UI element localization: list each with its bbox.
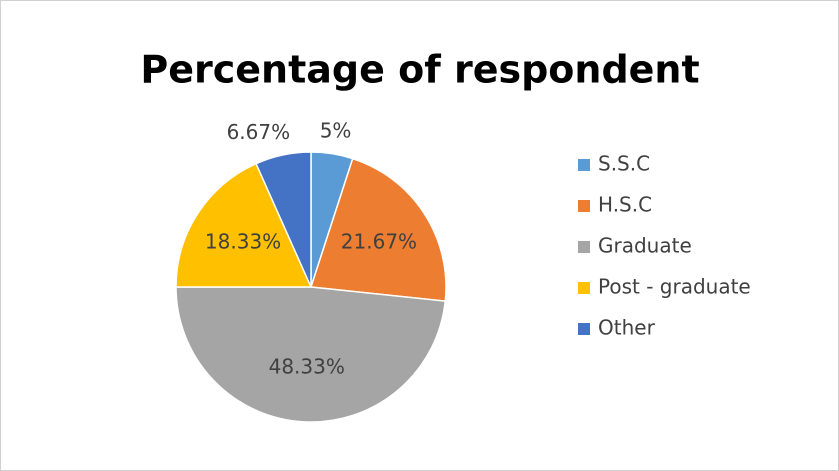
data-label: 5% — [320, 118, 352, 142]
pie-slice — [255, 151, 312, 288]
data-label: 6.67% — [227, 120, 291, 144]
pie-slice — [175, 162, 313, 288]
chart-title: Percentage of respondent — [140, 48, 699, 92]
legend-label: H.S.C — [598, 193, 652, 217]
legend-swatch — [578, 323, 590, 335]
legend-swatch — [578, 159, 590, 171]
legend-label: Other — [598, 316, 656, 340]
legend-label: S.S.C — [598, 152, 650, 176]
legend-swatch — [578, 241, 590, 253]
pie-slice — [310, 157, 447, 302]
legend-label: Post - graduate — [598, 275, 751, 299]
legend-swatch — [578, 200, 590, 212]
legend-label: Graduate — [598, 234, 692, 258]
legend-swatch — [578, 282, 590, 294]
data-label: 18.33% — [205, 229, 281, 253]
data-label: 21.67% — [341, 229, 417, 253]
pie-slice — [175, 286, 447, 423]
data-label: 48.33% — [269, 354, 345, 378]
